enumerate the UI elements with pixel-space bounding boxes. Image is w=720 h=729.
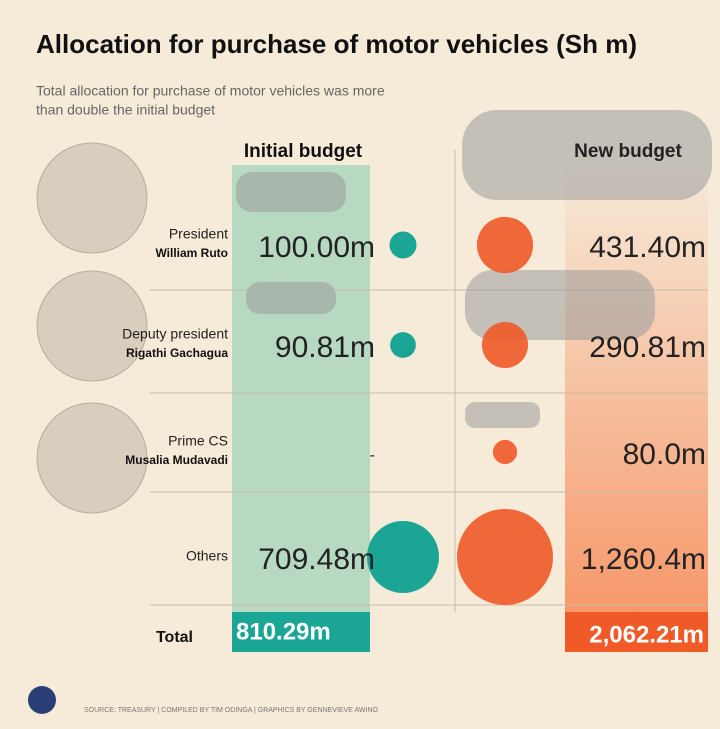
new-column [565, 165, 708, 612]
portraits [36, 142, 148, 514]
category-label: Deputy president [122, 326, 228, 342]
logo [28, 686, 56, 714]
value-label: 90.81m [275, 331, 375, 364]
bubble [366, 520, 440, 594]
column-header: Initial budget [244, 141, 363, 162]
value-label: 80.0m [623, 438, 706, 471]
total-label: Total [156, 629, 193, 646]
bubble [476, 216, 534, 274]
bubble [492, 439, 518, 465]
value-label: 290.81m [589, 331, 706, 364]
initial-total-box [232, 612, 370, 652]
initial-column [232, 165, 370, 612]
value-label: - [370, 447, 375, 464]
bubble [390, 332, 416, 358]
person-name: William Ruto [155, 246, 228, 260]
value-label: 431.40m [589, 231, 706, 264]
title: Allocation for purchase of motor vehicle… [36, 29, 637, 59]
subtitle: than double the initial budget [36, 102, 215, 118]
value-label: 100.00m [258, 231, 375, 264]
value-label: 709.48m [258, 543, 375, 576]
category-label: Prime CS [168, 433, 228, 449]
category-label: President [169, 226, 228, 242]
category-label: Others [186, 548, 228, 564]
bubble [481, 321, 529, 369]
person-name: Musalia Mudavadi [125, 453, 228, 467]
column-header: New budget [574, 141, 682, 162]
row-separators [150, 150, 708, 612]
total-value: 2,062.21m [589, 621, 704, 648]
subtitle: Total allocation for purchase of motor v… [36, 83, 385, 99]
bubble [457, 509, 553, 605]
person-name: Rigathi Gachagua [126, 346, 228, 360]
total-value: 810.29m [236, 618, 331, 645]
value-label: 1,260.4m [581, 543, 706, 576]
car-icons [236, 110, 712, 428]
new-total-box [565, 612, 708, 652]
bubble [389, 231, 417, 259]
source: SOURCE: TREASURY | COMPILED BY TIM ODING… [84, 707, 379, 714]
